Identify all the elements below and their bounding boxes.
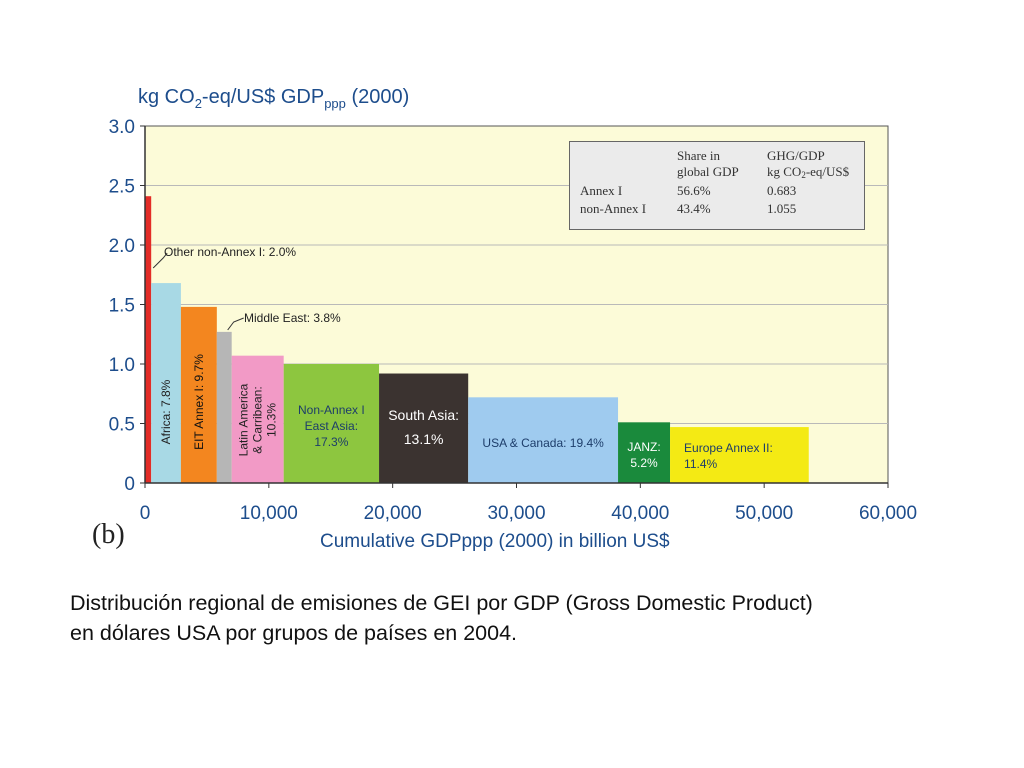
y-tick-label: 1.5 (109, 296, 135, 317)
x-tick-label: 50,000 (735, 503, 793, 524)
bar-usa-canada-19-4 (468, 397, 619, 483)
x-tick-label: 20,000 (364, 503, 422, 524)
bar-label-latin-america-carribean-10-3: Latin America (237, 383, 251, 456)
table-row-annex-i-name: Annex I (580, 183, 623, 198)
y-tick-label: 0.5 (109, 415, 135, 436)
bar-janz-5-2 (618, 422, 671, 483)
table-row-non-annex-i-name: non-Annex I (580, 201, 647, 216)
bar-label-janz-5-2: 5.2% (630, 456, 658, 470)
bar-label-non-annex-i-east-asia-17-3: Non-Annex I (298, 403, 365, 417)
table-header-ghg-line1: GHG/GDP (767, 148, 825, 163)
table-row-annex-i-share: 56.6% (677, 183, 711, 198)
bar-label-europe-annex-ii-11-4: 11.4% (684, 457, 717, 471)
table-header-ghg-line2: kg CO2-eq/US$ (767, 164, 850, 180)
table-header-share-line2: global GDP (677, 164, 739, 179)
y-tick-label: 2.5 (109, 177, 135, 198)
bar-label-south-asia-13-1: South Asia: (388, 407, 459, 423)
x-tick-label: 0 (140, 503, 151, 524)
bar-label-latin-america-carribean-10-3: 10.3% (265, 403, 279, 437)
slide-caption: Distribución regional de emisiones de GE… (70, 588, 970, 648)
bar-label-non-annex-i-east-asia-17-3: East Asia: (305, 419, 358, 433)
chart-figure: 0 0.5 1.0 1.5 2.0 2.5 3.0 0 10,000 20,000 30,000 40… (92, 86, 917, 552)
y-tick-label: 0 (124, 474, 135, 495)
bar-label-eit-annex-i-9-7: EIT Annex I: 9.7% (192, 354, 206, 450)
bar-latin-america-carribean-10-3 (231, 355, 284, 483)
y-axis-label: kg CO2-eq/US$ GDPppp (2000) (138, 86, 410, 111)
x-axis-label: Cumulative GDPppp (2000) in billion US$ (320, 531, 670, 552)
panel-label: (b) (92, 519, 125, 550)
bar-europe-annex-ii-11-4 (670, 427, 809, 483)
callout-line-other-non-annex-i (152, 252, 168, 269)
bar-label-south-asia-13-1: 13.1% (404, 431, 444, 447)
callout-line-middle-east (227, 317, 244, 331)
bar-label-janz-5-2: JANZ: (627, 440, 660, 454)
bar-label-middle-east-3-8: Middle East: 3.8% (244, 311, 341, 325)
table-header-share-line1: Share in (677, 148, 720, 163)
x-tick-label: 40,000 (611, 503, 669, 524)
bar-label-europe-annex-ii-11-4: Europe Annex II: (684, 441, 773, 455)
bar-africa-7-8 (151, 283, 181, 483)
y-tick-label: 2.0 (109, 236, 135, 257)
bar-label-usa-canada-19-4: USA & Canada: 19.4% (482, 436, 604, 450)
caption-line-2: en dólares USA por grupos de países en 2… (70, 621, 518, 645)
x-tick-label: 30,000 (487, 503, 545, 524)
bar-other-non-annex-i-2-0 (145, 196, 152, 483)
table-row-non-annex-i-ghg: 1.055 (767, 201, 797, 216)
bar-non-annex-i-east-asia-17-3 (283, 364, 380, 483)
x-tick-label: 60,000 (859, 503, 917, 524)
bar-label-non-annex-i-east-asia-17-3: 17.3% (314, 435, 348, 449)
caption-line-1: Distribución regional de emisiones de GE… (70, 591, 813, 615)
x-tick-label: 10,000 (240, 503, 298, 524)
y-tick-label: 3.0 (109, 117, 135, 138)
bar-label-other-non-annex-i-2-0: Other non-Annex I: 2.0% (164, 245, 296, 259)
summary-table: Share in global GDP GHG/GDP kg CO2-eq/US… (569, 141, 865, 230)
table-row-annex-i-ghg: 0.683 (767, 183, 797, 198)
y-tick-label: 1.0 (109, 355, 135, 376)
table-row-non-annex-i-share: 43.4% (677, 201, 711, 216)
bar-label-latin-america-carribean-10-3: & Carribean: (251, 386, 265, 453)
bar-eit-annex-i-9-7 (180, 306, 217, 483)
bar-label-africa-7-8: Africa: 7.8% (159, 379, 173, 444)
bar-south-asia-13-1 (379, 373, 469, 483)
bar-middle-east-3-8 (216, 331, 232, 483)
